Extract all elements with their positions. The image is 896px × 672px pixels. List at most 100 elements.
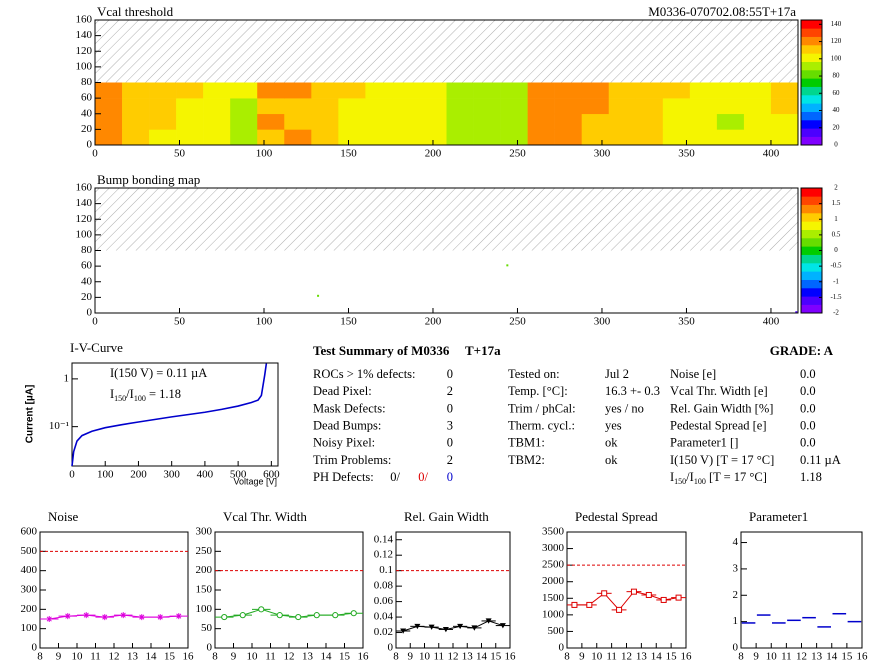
marker: [414, 623, 421, 630]
colorbar-cell: [801, 70, 822, 79]
heat-cell: [581, 82, 610, 99]
x-tick-label: 13: [636, 651, 648, 663]
y-tick-label: 140: [76, 197, 93, 209]
y-tick-label: 40: [81, 107, 93, 119]
summary-value: 0.0: [800, 401, 816, 415]
x-tick-label: 11: [265, 651, 276, 663]
heat-cell: [257, 129, 285, 146]
heat-cell: [554, 82, 582, 99]
heat-cell: [419, 129, 447, 146]
heat-cell: [176, 82, 204, 99]
summary-label: ROCs > 1% defects:: [313, 367, 416, 381]
marker: [157, 614, 164, 621]
y-tick-label: 1000: [542, 608, 565, 620]
x-tick-label: 200: [425, 148, 442, 160]
heat-cell: [149, 129, 177, 146]
y-tick-label: 1500: [542, 592, 565, 604]
y-tick-label: 250: [196, 545, 213, 557]
colorbar-cell: [801, 28, 822, 37]
text-part: /I: [126, 387, 134, 401]
marker: [400, 628, 407, 634]
x-tick-label: 13: [811, 651, 823, 663]
heat-cell: [716, 129, 745, 146]
y-tick-label: 0: [207, 642, 213, 654]
heat-cell: [581, 129, 610, 146]
y-tick-label: 0.14: [374, 533, 394, 545]
y-tick-label: 0: [733, 642, 739, 654]
heat-cell: [95, 113, 123, 130]
heat-cell: [176, 129, 204, 146]
summary-label: I150/I100 [T = 17 °C]: [670, 470, 767, 486]
marker: [442, 626, 449, 633]
y-tick-label: 100: [76, 228, 93, 240]
summary-label: TBM1:: [508, 436, 545, 450]
colorbar-cell: [801, 304, 822, 314]
marker: [295, 613, 302, 621]
heat-cell: [446, 129, 474, 146]
z-tick-label: 1.5: [832, 199, 841, 207]
x-axis-label: Voltage [V]: [233, 476, 277, 486]
x-tick-label: 14: [651, 651, 663, 663]
summary-label: Rel. Gain Width [%]: [670, 401, 773, 415]
colorbar-cell: [801, 95, 822, 104]
marker: [645, 591, 652, 598]
y-tick-label: 150: [196, 584, 213, 596]
heat-cell: [230, 82, 258, 99]
summary-value: 0: [447, 401, 453, 415]
x-tick-label: 16: [681, 651, 693, 663]
summary-value: 0.0: [800, 367, 816, 381]
x-tick-label: 250: [509, 316, 526, 328]
x-tick-label: 12: [448, 651, 459, 663]
text-part: 150: [114, 394, 126, 403]
y-tick-label: 0: [87, 139, 93, 151]
y-tick-label: 60: [81, 260, 93, 272]
x-tick-label: 13: [462, 651, 474, 663]
heat-cell: [230, 98, 258, 115]
marker: [239, 612, 246, 619]
x-tick-label: 600: [263, 469, 280, 481]
chart-title: Parameter1: [749, 509, 808, 524]
summary-value: 0.0: [800, 436, 816, 450]
x-tick-label: 11: [606, 651, 617, 663]
x-tick-label: 400: [763, 148, 780, 160]
colorbar-cell: [801, 229, 822, 239]
heat-cell: [365, 129, 393, 146]
summary-value: 0: [447, 367, 453, 381]
z-tick-label: -0.5: [830, 262, 842, 270]
heat-cell: [635, 113, 664, 130]
heat-cell: [338, 98, 366, 115]
heat-cell: [770, 129, 799, 146]
y-tick-label: 140: [76, 29, 93, 41]
heat-cell: [446, 113, 474, 130]
map-point: [317, 294, 320, 297]
chart-title: Rel. Gain Width: [404, 509, 489, 524]
x-tick-label: 50: [174, 148, 186, 160]
x-tick-label: 100: [256, 316, 273, 328]
x-tick-label: 10: [72, 651, 84, 663]
no-data-region: [95, 20, 798, 83]
x-tick-label: 8: [564, 651, 570, 663]
x-tick-label: 10: [591, 651, 603, 663]
x-tick-label: 13: [302, 651, 314, 663]
z-tick-label: 2: [834, 184, 838, 192]
x-tick-label: 300: [594, 148, 611, 160]
x-tick-label: 10: [766, 651, 778, 663]
heat-cell: [419, 98, 447, 115]
x-tick-label: 150: [340, 316, 357, 328]
summary-label: Parameter1 []: [670, 436, 738, 450]
heat-cell: [365, 82, 393, 99]
y-tick-label: 3500: [542, 526, 565, 538]
marker: [428, 624, 435, 630]
y-tick-label: 200: [196, 564, 213, 576]
x-tick-label: 11: [90, 651, 101, 663]
colorbar-cell: [801, 78, 822, 87]
z-tick-label: -1.5: [830, 293, 842, 301]
x-tick-label: 9: [408, 651, 414, 663]
colorbar-cell: [801, 246, 822, 255]
heat-cell: [527, 82, 555, 99]
marker: [471, 625, 478, 631]
summary-value: 2: [447, 384, 453, 398]
y-tick-label: 0.02: [374, 626, 393, 638]
summary-label: Pedestal Spread [e]: [670, 418, 767, 432]
summary-label: Dead Pixel:: [313, 384, 372, 398]
